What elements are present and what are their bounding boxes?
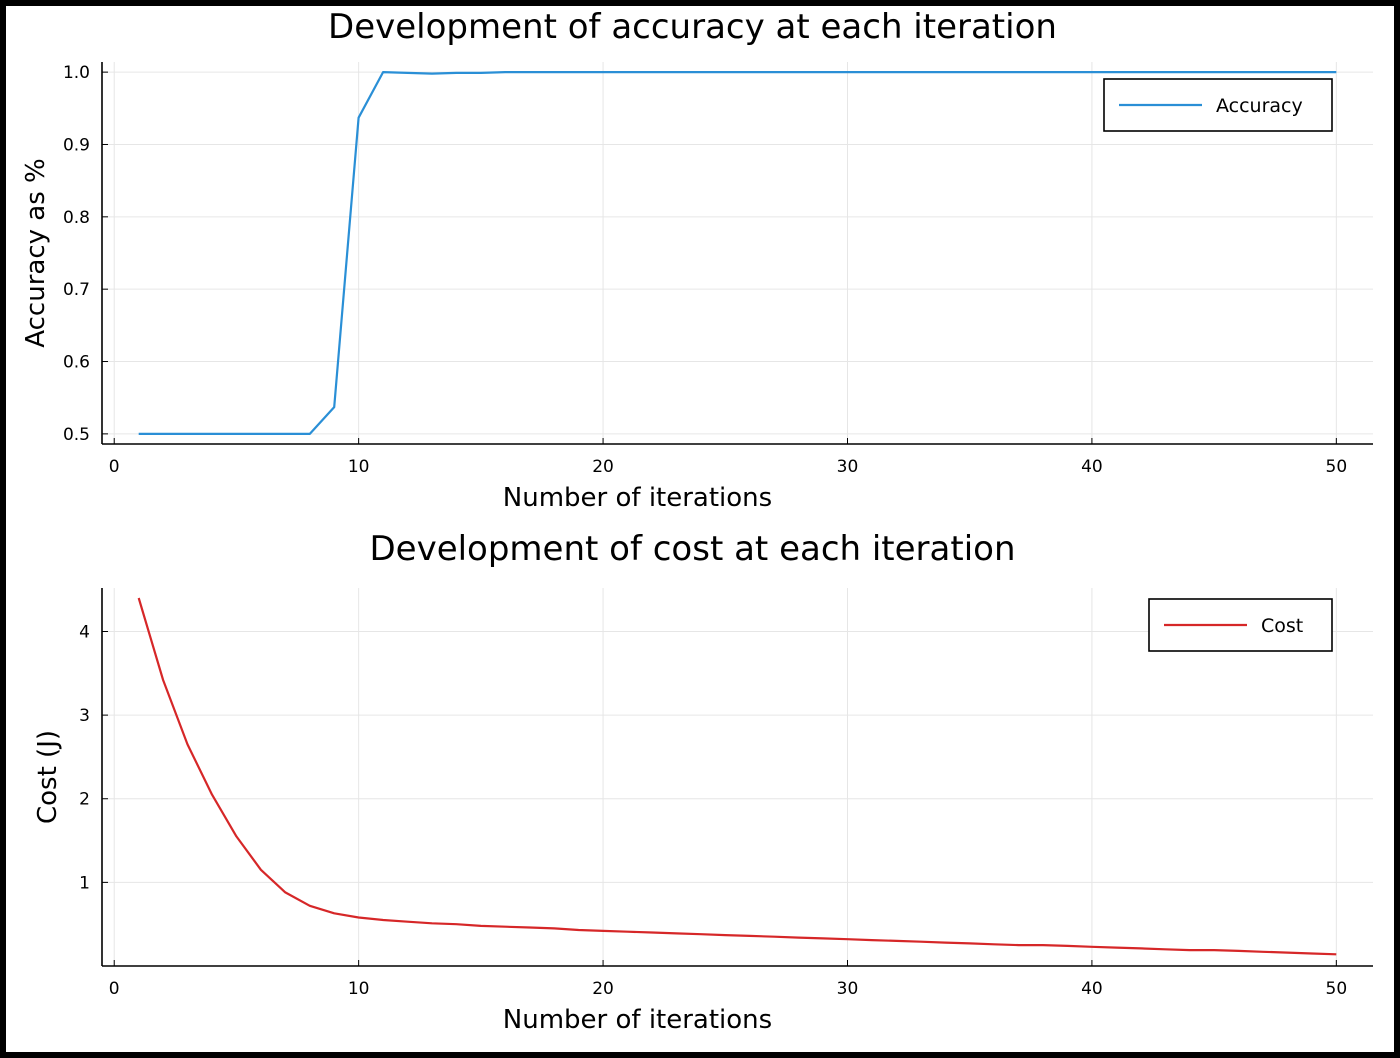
chart-panel-2: Development of cost at each iteration 0 10… <box>33 529 1373 1035</box>
x-tick-label: 40 <box>1081 457 1103 477</box>
y-tick-label: 0.8 <box>63 208 90 228</box>
series-line-accuracy <box>138 70 1337 435</box>
y-tick-label: 0.6 <box>63 353 90 373</box>
chart-panel-1: Development of accuracy at each iteratio… <box>21 7 1373 513</box>
y-tick-label: 0.9 <box>63 135 90 155</box>
x-tick-label: 50 <box>1326 979 1348 999</box>
y-tick-label: 1 <box>79 873 90 893</box>
x-tick-label: 50 <box>1326 457 1348 477</box>
x-tick-label: 30 <box>837 979 859 999</box>
x-tick-label: 10 <box>348 457 370 477</box>
x-tick-label: 30 <box>837 457 859 477</box>
y-tick-label: 1.0 <box>63 63 90 83</box>
y-axis-label: Cost (J) <box>33 730 63 824</box>
y-tick-label: 3 <box>79 706 90 726</box>
x-axis-label: Number of iterations <box>503 1005 772 1035</box>
legend-label: Cost <box>1261 615 1303 637</box>
y-tick-label: 0.5 <box>63 425 90 445</box>
y-tick-label: 2 <box>79 790 90 810</box>
x-tick-label: 20 <box>592 979 614 999</box>
x-tick-label: 20 <box>592 457 614 477</box>
y-tick-label: 4 <box>79 622 90 642</box>
chart-title: Development of cost at each iteration <box>369 529 1015 569</box>
x-axis-label: Number of iterations <box>503 483 772 513</box>
legend-label: Accuracy <box>1216 95 1303 117</box>
legend: Cost <box>1148 598 1333 652</box>
series-line-cost <box>137 597 1337 956</box>
x-tick-label: 10 <box>348 979 370 999</box>
figure-frame: Development of accuracy at each iteratio… <box>6 6 1394 1052</box>
y-axis-label: Accuracy as % <box>21 158 51 347</box>
figure-canvas: Development of accuracy at each iteratio… <box>21 7 1373 1035</box>
y-tick-label: 0.7 <box>63 280 90 300</box>
legend: Accuracy <box>1103 78 1333 132</box>
chart-title: Development of accuracy at each iteratio… <box>328 7 1057 47</box>
x-tick-label: 0 <box>109 979 120 999</box>
x-tick-label: 0 <box>109 457 120 477</box>
x-tick-label: 40 <box>1081 979 1103 999</box>
